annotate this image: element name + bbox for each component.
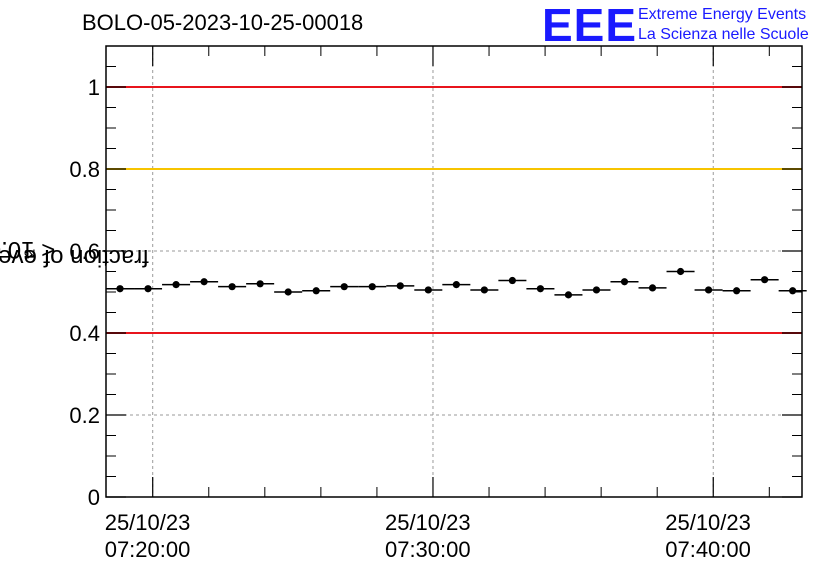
data-point-marker bbox=[564, 291, 573, 299]
data-point bbox=[246, 280, 275, 288]
data-point-marker bbox=[508, 276, 516, 285]
data-point-marker bbox=[368, 283, 376, 291]
x-tick-labels: 25/10/2307:20:0025/10/2307:30:0025/10/23… bbox=[105, 510, 751, 562]
grid-lines bbox=[106, 46, 802, 497]
logo-mark: EEE bbox=[542, 0, 638, 51]
data-point-marker bbox=[200, 278, 208, 286]
x-tick-time: 07:20:00 bbox=[105, 537, 191, 562]
data-point bbox=[190, 278, 219, 286]
y-tick-label: 0.8 bbox=[69, 157, 100, 182]
chart-title: BOLO-05-2023-10-25-00018 bbox=[82, 10, 364, 35]
y-tick-label: 0.6 bbox=[69, 239, 100, 264]
data-point bbox=[106, 285, 135, 293]
logo-line-2: La Scienza nelle Scuole bbox=[638, 26, 809, 43]
data-point bbox=[666, 267, 695, 276]
data-point bbox=[386, 282, 415, 290]
data-point-marker bbox=[648, 284, 657, 292]
plot-frame bbox=[105, 45, 803, 498]
data-point bbox=[274, 288, 303, 296]
data-point-marker bbox=[789, 287, 797, 295]
data-point-marker bbox=[620, 278, 629, 286]
data-point bbox=[442, 281, 471, 289]
data-point bbox=[778, 287, 807, 295]
data-point bbox=[554, 291, 583, 299]
data-point-marker bbox=[452, 281, 460, 289]
data-point bbox=[610, 278, 639, 286]
data-point-marker bbox=[396, 282, 404, 290]
x-tick-date: 25/10/23 bbox=[385, 510, 471, 535]
data-point-marker bbox=[704, 286, 713, 294]
axis-ticks bbox=[106, 46, 802, 498]
data-point-marker bbox=[592, 286, 601, 294]
x-tick-date: 25/10/23 bbox=[665, 510, 751, 535]
data-point bbox=[358, 283, 387, 291]
x-tick-time: 07:30:00 bbox=[385, 537, 471, 562]
data-points bbox=[106, 267, 807, 299]
y-tick-label: 0.2 bbox=[69, 403, 100, 428]
data-point-marker bbox=[312, 287, 320, 295]
data-point-marker bbox=[761, 276, 769, 284]
x-tick-time: 07:40:00 bbox=[665, 537, 751, 562]
data-point bbox=[526, 285, 555, 293]
data-point bbox=[218, 283, 247, 291]
data-point bbox=[694, 286, 723, 294]
data-point bbox=[722, 287, 751, 295]
y-axis-label-suffix: < 10.0 bbox=[0, 235, 56, 263]
data-point-marker bbox=[536, 285, 545, 293]
data-point bbox=[750, 276, 779, 284]
data-point-marker bbox=[256, 280, 264, 288]
y-tick-label: 0.4 bbox=[69, 321, 100, 346]
x-tick-date: 25/10/23 bbox=[105, 510, 191, 535]
y-tick-label: 0 bbox=[88, 485, 100, 510]
data-point bbox=[134, 285, 163, 293]
data-point-marker bbox=[480, 286, 488, 294]
data-point bbox=[582, 286, 611, 294]
data-point bbox=[302, 287, 331, 295]
data-point bbox=[162, 281, 191, 289]
data-point-marker bbox=[228, 283, 236, 291]
data-point-marker bbox=[144, 285, 152, 293]
data-point-marker bbox=[284, 288, 292, 296]
data-point-marker bbox=[733, 287, 741, 295]
data-point-marker bbox=[116, 285, 124, 293]
data-point bbox=[414, 286, 443, 294]
logo-line-1: Extreme Energy Events bbox=[638, 6, 807, 23]
data-point bbox=[498, 276, 527, 285]
reference-lines bbox=[106, 86, 802, 334]
data-point-marker bbox=[340, 283, 348, 291]
data-point-marker bbox=[676, 267, 685, 276]
data-point bbox=[638, 284, 667, 292]
data-point-marker bbox=[424, 286, 432, 294]
data-point bbox=[470, 286, 499, 294]
data-point bbox=[330, 283, 359, 291]
y-tick-label: 1 bbox=[88, 75, 100, 100]
y-tick-labels: 0 0.2 0.4 0.6 0.8 1 bbox=[69, 75, 100, 510]
data-point-marker bbox=[172, 281, 180, 289]
